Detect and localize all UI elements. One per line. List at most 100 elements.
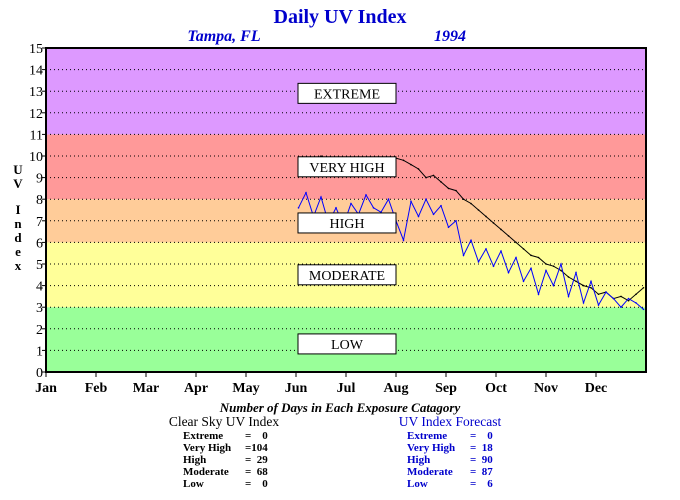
x-tick-label: Nov: [534, 381, 558, 396]
band-label: VERY HIGH: [309, 161, 384, 176]
clear-sky-point: [567, 276, 570, 278]
clear-sky-row-value: =104: [245, 442, 268, 454]
band-label-box: [297, 212, 397, 234]
clear-sky-row-label: Low: [183, 478, 204, 490]
clear-sky-point: [447, 187, 450, 190]
forecast-point: [605, 291, 607, 293]
band-label-box: [297, 264, 397, 286]
clear-sky-point: [530, 254, 532, 257]
forecast-row-value: = 6: [470, 478, 493, 490]
clear-sky-point: [522, 248, 525, 250]
forecast-point: [387, 198, 390, 200]
y-axis-label-letter: I: [15, 202, 20, 217]
x-tick-label: May: [232, 381, 259, 396]
clear-sky-title: Clear Sky UV Index: [169, 414, 280, 429]
y-tick-label: 7: [36, 215, 43, 230]
chart-title: Daily UV Index: [274, 6, 407, 28]
y-tick-label: 14: [29, 64, 43, 79]
forecast-point: [297, 207, 300, 209]
forecast-title: UV Index Forecast: [399, 414, 502, 429]
x-tick-label: Sep: [435, 381, 457, 396]
chart-subtitle-year: 1994: [434, 28, 466, 45]
x-tick-label: Oct: [485, 381, 507, 396]
clear-sky-point: [545, 263, 547, 265]
clear-sky-row-label: High: [183, 454, 206, 466]
forecast-point: [410, 200, 412, 203]
y-tick-label: 1: [36, 344, 43, 359]
y-axis-label-letter: x: [15, 258, 22, 273]
forecast-point: [582, 302, 585, 304]
forecast-point: [560, 263, 562, 265]
y-tick-label: 13: [29, 85, 43, 100]
forecast-point: [470, 239, 472, 242]
forecast-row-label: Low: [407, 478, 428, 490]
y-axis-label-letter: n: [14, 216, 22, 231]
clear-sky-point: [507, 235, 510, 237]
forecast-point: [575, 271, 577, 274]
band-label: EXTREME: [314, 87, 380, 102]
forecast-point: [447, 226, 450, 229]
x-tick-label: Aug: [384, 381, 409, 396]
forecast-row-label: Very High: [407, 442, 455, 454]
x-tick-label: Dec: [585, 381, 608, 396]
clear-sky-point: [575, 280, 577, 283]
forecast-row-value: = 0: [470, 430, 493, 442]
gridlines: [46, 69, 646, 351]
forecast-point: [432, 213, 435, 216]
clear-sky-row-label: Extreme: [183, 430, 223, 442]
y-tick-label: 0: [36, 366, 43, 381]
forecast-point: [402, 239, 405, 242]
clear-sky-row-label: Moderate: [183, 466, 229, 478]
y-tick-label: 12: [29, 107, 43, 122]
y-tick-label: 2: [36, 323, 43, 338]
clear-sky-row-label: Very High: [183, 442, 231, 454]
forecast-point: [462, 254, 465, 257]
forecast-point: [417, 215, 420, 218]
forecast-point: [537, 293, 540, 296]
band-label: LOW: [331, 338, 364, 353]
clear-sky-point: [425, 176, 427, 179]
forecast-point: [477, 261, 480, 263]
forecast-point: [552, 284, 555, 287]
forecast-point: [335, 207, 337, 209]
band-label: MODERATE: [309, 269, 385, 284]
x-tick-label: Mar: [133, 381, 159, 396]
x-tick-label: Jun: [285, 381, 308, 396]
y-tick-label: 11: [30, 128, 43, 143]
y-tick-label: 10: [29, 150, 43, 165]
clear-sky-point: [402, 159, 405, 162]
clear-sky-point: [492, 222, 495, 224]
y-tick-label: 8: [36, 193, 43, 208]
y-tick-label: 15: [29, 42, 43, 57]
forecast-point: [590, 280, 592, 283]
forecast-row-label: Moderate: [407, 466, 453, 478]
y-tick-label: 5: [36, 258, 43, 273]
clear-sky-point: [432, 174, 435, 177]
forecast-row-value: = 18: [470, 442, 493, 454]
forecast-point: [350, 202, 352, 205]
y-tick-label: 9: [36, 172, 43, 187]
clear-sky-point: [500, 228, 502, 231]
clear-sky-point: [627, 299, 630, 302]
clear-sky-row-value: = 29: [245, 454, 268, 466]
band-labels: LOW MODERATE HIGH VERY HIGH EXTREME: [297, 82, 397, 355]
forecast-row-label: High: [407, 454, 430, 466]
clear-sky-point: [552, 265, 555, 267]
y-axis-label-letter: d: [14, 230, 22, 245]
forecast-point: [500, 250, 502, 252]
forecast-point: [597, 304, 600, 306]
forecast-point: [530, 267, 532, 270]
clear-sky-point: [560, 269, 562, 272]
forecast-point: [507, 271, 510, 274]
chart-subtitle-location: Tampa, FL: [187, 28, 260, 45]
clear-sky-point: [582, 284, 585, 287]
x-axis-ticks: Jan Feb Mar Apr May Jun Jul Aug Sep Oct Nov Dec: [35, 372, 607, 396]
forecast-point: [620, 306, 622, 309]
forecast-point: [635, 302, 637, 304]
clear-sky-point: [410, 163, 412, 166]
band-label: HIGH: [330, 217, 365, 232]
clear-sky-point: [515, 241, 517, 244]
clear-sky-row-value: = 0: [245, 430, 268, 442]
